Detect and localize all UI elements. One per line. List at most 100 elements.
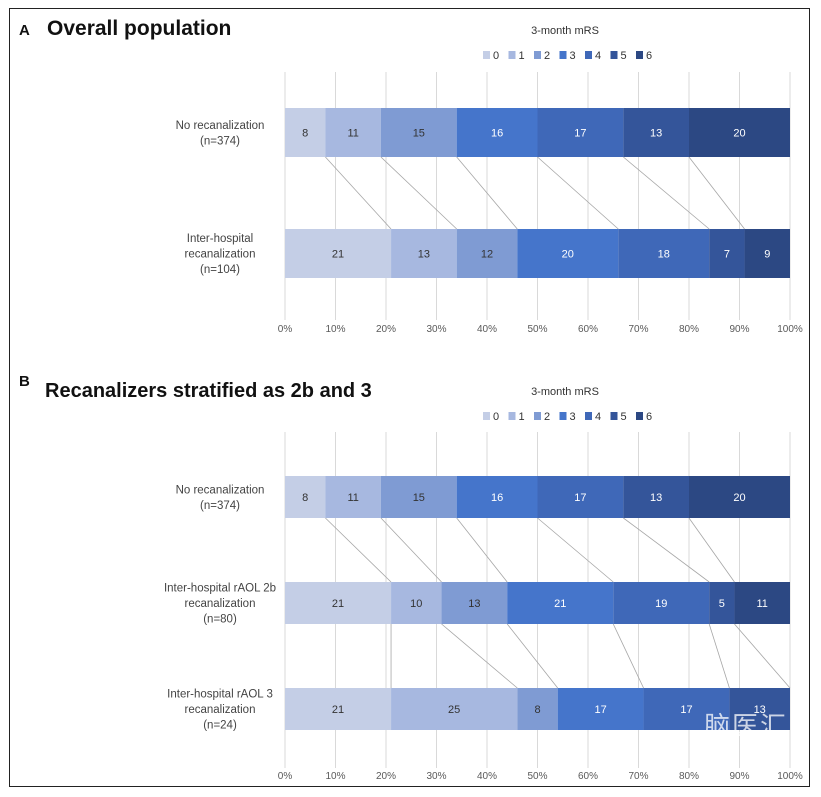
x-tick-label: 10% xyxy=(325,771,345,782)
legend-label: 3 xyxy=(570,411,576,423)
bar-segment xyxy=(285,688,392,730)
chart-panel-a: 0% 10% 20% 30% 40% 50% 60% 70% 80% 90% 100% 3-month… xyxy=(176,25,803,335)
bar-segment xyxy=(325,108,381,157)
connector-line xyxy=(612,623,644,689)
data-label: 7 xyxy=(724,249,730,261)
connector-line xyxy=(623,156,710,230)
category-label-line: No recanalization xyxy=(176,120,265,132)
x-tick-label: 60% xyxy=(578,324,598,335)
panel-a-letter: A xyxy=(19,22,30,39)
legend-label: 0 xyxy=(493,411,499,423)
legend-label: 4 xyxy=(595,411,601,423)
connector-line xyxy=(688,517,735,583)
data-label: 8 xyxy=(302,128,308,140)
legend-swatch xyxy=(636,51,643,59)
data-label: 21 xyxy=(332,704,344,716)
category-label: Inter-hospital recanalization (n=104) xyxy=(185,233,256,276)
category-label: No recanalization (n=374) xyxy=(176,120,265,148)
bar-segment xyxy=(285,229,392,278)
data-label: 11 xyxy=(347,492,358,504)
bar-segment xyxy=(507,582,614,624)
data-label: 20 xyxy=(733,492,745,504)
data-label: 21 xyxy=(332,598,344,610)
panel-b-letter: B xyxy=(19,373,30,390)
legend-swatch xyxy=(483,51,490,59)
bar-segment xyxy=(613,582,710,624)
data-label: 9 xyxy=(764,249,770,261)
bar-segment xyxy=(643,688,730,730)
connector-line xyxy=(537,156,619,230)
data-label: 16 xyxy=(491,492,503,504)
data-label: 11 xyxy=(347,128,358,140)
bar-segment xyxy=(456,108,538,157)
category-label-line: (n=374) xyxy=(200,135,240,147)
bar-segment xyxy=(391,582,442,624)
bar-segment xyxy=(623,108,689,157)
legend-label: 6 xyxy=(646,50,652,62)
connector-line xyxy=(688,156,745,230)
x-tick-label: 40% xyxy=(477,324,497,335)
x-tick-label: 100% xyxy=(777,324,803,335)
x-tick-label: 20% xyxy=(376,771,396,782)
data-label: 13 xyxy=(418,249,430,261)
connector-line xyxy=(506,623,559,689)
legend-label: 1 xyxy=(519,411,525,423)
legend-label: 5 xyxy=(621,50,627,62)
category-label-line: No recanalization xyxy=(176,484,265,496)
data-label: 8 xyxy=(534,704,540,716)
connector-line xyxy=(537,517,614,583)
data-label: 10 xyxy=(410,598,422,610)
bar-segment xyxy=(537,108,624,157)
data-label: 17 xyxy=(680,704,692,716)
data-label: 18 xyxy=(658,249,670,261)
data-label: 11 xyxy=(757,598,768,610)
category-label-line: (n=104) xyxy=(200,264,240,276)
bar-segment xyxy=(557,688,644,730)
data-label: 8 xyxy=(302,492,308,504)
bar-segment xyxy=(744,229,790,278)
data-label: 17 xyxy=(574,492,586,504)
data-label: 12 xyxy=(481,249,493,261)
legend-label: 2 xyxy=(544,50,550,62)
data-label: 16 xyxy=(491,128,503,140)
x-tick-label: 30% xyxy=(426,771,446,782)
legend-label: 4 xyxy=(595,50,601,62)
bar-segment xyxy=(285,108,326,157)
category-label-line: Inter-hospital rAOL 2b xyxy=(164,583,276,595)
bar-segment xyxy=(689,476,790,518)
bar-segment xyxy=(729,688,790,730)
x-tick-label: 40% xyxy=(477,771,497,782)
bar-segment xyxy=(285,476,326,518)
data-label: 25 xyxy=(448,704,460,716)
connector-line xyxy=(623,517,710,583)
connector-line xyxy=(441,623,518,689)
x-tick-label: 30% xyxy=(426,324,446,335)
category-label: Inter-hospital rAOL 3 recanalization (n=24… xyxy=(167,689,273,732)
connector-line xyxy=(325,156,392,230)
legend-swatch xyxy=(534,412,541,420)
x-tick-label: 0% xyxy=(278,324,293,335)
x-tick-label: 20% xyxy=(376,324,396,335)
figure-frame xyxy=(9,8,810,787)
category-label-line: (n=80) xyxy=(203,614,237,626)
legend-swatch xyxy=(559,51,567,59)
data-label: 13 xyxy=(754,704,766,716)
category-label-line: recanalization xyxy=(185,598,256,610)
connector-line xyxy=(380,156,457,230)
category-label-line: Inter-hospital rAOL 3 xyxy=(167,689,273,701)
data-label: 21 xyxy=(332,249,344,261)
bar-segment xyxy=(456,229,518,278)
bar-segment xyxy=(537,476,624,518)
legend-title: 3-month mRS xyxy=(531,25,599,37)
connector-line xyxy=(380,517,442,583)
category-label-line: (n=374) xyxy=(200,500,240,512)
data-label: 21 xyxy=(554,598,566,610)
bar-segment xyxy=(391,688,518,730)
legend-label: 2 xyxy=(544,411,550,423)
bar-segment xyxy=(517,688,558,730)
legend-label: 5 xyxy=(621,411,627,423)
x-tick-label: 70% xyxy=(628,324,648,335)
category-label-line: Inter-hospital xyxy=(187,233,253,245)
legend-label: 0 xyxy=(493,50,499,62)
x-tick-label: 70% xyxy=(628,771,648,782)
